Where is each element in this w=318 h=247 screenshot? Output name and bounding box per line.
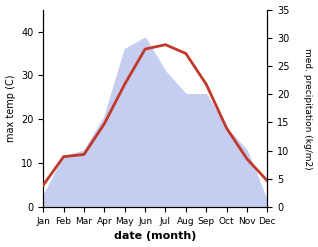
Y-axis label: med. precipitation (kg/m2): med. precipitation (kg/m2) xyxy=(303,48,313,169)
X-axis label: date (month): date (month) xyxy=(114,231,197,242)
Y-axis label: max temp (C): max temp (C) xyxy=(5,75,16,142)
